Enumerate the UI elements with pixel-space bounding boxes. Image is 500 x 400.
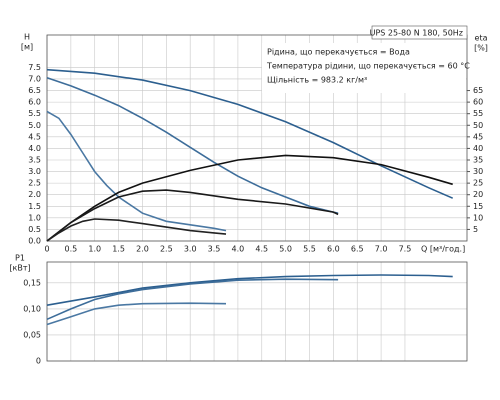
y2-tick-label: 45 — [473, 132, 483, 141]
x-tick-label: 2.0 — [136, 245, 149, 254]
plot-frame — [46, 261, 468, 362]
curve — [46, 218, 227, 242]
curve — [46, 302, 227, 326]
x-tick-label: 5.5 — [303, 245, 316, 254]
y-tick-label: 0,05 — [23, 330, 41, 339]
y-tick-label: 3.5 — [28, 155, 41, 164]
y2-tick-label: 60 — [473, 98, 483, 107]
y-tick-label: 3.0 — [28, 167, 41, 176]
y2-tick-label: 15 — [473, 202, 483, 211]
y-tick-label: 2.0 — [28, 190, 41, 199]
y-tick-label: 4.5 — [28, 132, 41, 141]
x-label-bg — [419, 244, 469, 255]
y-unit: [м] — [21, 43, 33, 52]
y-tick-label: 5.0 — [28, 121, 41, 130]
curve — [46, 189, 339, 242]
y2-label: eta — [475, 34, 488, 43]
y-tick-label: 0,15 — [23, 278, 41, 287]
y2-tick-label: 20 — [473, 190, 483, 199]
plot-frame — [46, 34, 468, 242]
x-tick-label: 1.5 — [112, 245, 125, 254]
y-tick-label: 4.0 — [28, 144, 41, 153]
title-box — [371, 25, 468, 40]
x-tick-label: 2.5 — [160, 245, 173, 254]
x-tick-label: 6.0 — [327, 245, 340, 254]
annotation: Температура рідини, що перекачується = 6… — [266, 62, 470, 71]
x-label: Q [м³/год.] — [421, 245, 465, 254]
y2-tick-label: 50 — [473, 121, 483, 130]
y-tick-label: 0 — [36, 357, 41, 366]
y-label: H — [24, 33, 30, 42]
curve — [46, 68, 454, 199]
x-tick-label: 7.0 — [375, 245, 388, 254]
y2-tick-label: 35 — [473, 155, 483, 164]
curve — [46, 278, 339, 321]
y-tick-label: 5.5 — [28, 109, 41, 118]
y2-tick-label: 10 — [473, 213, 483, 222]
x-tick-label: 0 — [44, 245, 49, 254]
x-tick-label: 1.0 — [88, 245, 101, 254]
y-tick-label: 7.5 — [28, 63, 41, 72]
curve — [46, 110, 227, 232]
y-unit: [кВт] — [9, 264, 30, 273]
chart-title: UPS 25-80 N 180, 50Hz — [370, 29, 463, 38]
y-tick-label: 0.0 — [28, 237, 41, 246]
y-tick-label: 1.5 — [28, 202, 41, 211]
x-tick-label: 7.5 — [399, 245, 412, 254]
annotation: Рідина, що перекачується = Вода — [267, 48, 410, 57]
annotation-box — [262, 43, 466, 93]
y-tick-label: 7.0 — [28, 74, 41, 83]
y2-tick-label: 65 — [473, 86, 483, 95]
y-tick-label: 2.5 — [28, 179, 41, 188]
curve — [46, 77, 339, 214]
curve — [46, 154, 453, 242]
y2-tick-label: 40 — [473, 144, 483, 153]
y-tick-label: 6.0 — [28, 98, 41, 107]
y2-tick-label: 25 — [473, 179, 483, 188]
y-tick-label: 0,10 — [23, 304, 41, 313]
y-tick-label: 1.0 — [28, 213, 41, 222]
x-tick-label: 4.0 — [232, 245, 245, 254]
y2-tick-label: 55 — [473, 109, 483, 118]
x-tick-label: 0.5 — [64, 245, 77, 254]
annotation: Щільність = 983.2 кг/м³ — [267, 76, 367, 85]
x-tick-label: 3.0 — [184, 245, 197, 254]
x-tick-label: 6.5 — [351, 245, 364, 254]
y-tick-label: 6.5 — [28, 86, 41, 95]
y2-tick-label: 5 — [473, 225, 478, 234]
y-label: P1 — [15, 254, 25, 263]
y2-unit: [%] — [474, 44, 488, 53]
x-tick-label: 3.5 — [208, 245, 221, 254]
x-tick-label: 5.0 — [279, 245, 292, 254]
x-tick-label: 4.5 — [255, 245, 268, 254]
y-tick-label: 0.5 — [28, 225, 41, 234]
curve — [46, 274, 453, 306]
y2-tick-label: 30 — [473, 167, 483, 176]
